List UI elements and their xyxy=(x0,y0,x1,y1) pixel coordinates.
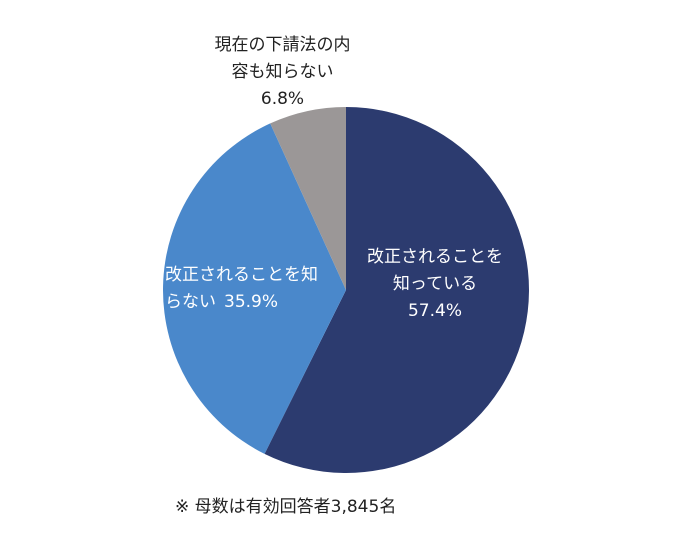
pie-slice xyxy=(162,123,346,454)
footnote: ※ 母数は有効回答者3,845名 xyxy=(175,497,397,517)
slice-label: 改正されることを知っている 57.4% xyxy=(360,244,510,325)
slice-label: 改正されることを知らない 35.9% xyxy=(165,262,330,316)
value-label: 57.4% xyxy=(407,301,462,321)
pie-slice xyxy=(270,107,346,290)
slice-label: 現在の下請法の内容も知らない 6.8% xyxy=(210,32,355,113)
category-label: 改正されることを知っている xyxy=(367,247,503,294)
category-label: 改正されることを知らない xyxy=(165,265,318,312)
pie-slice xyxy=(264,107,529,473)
value-label: 6.8% xyxy=(260,89,305,109)
category-label: 現在の下請法の内容も知らない xyxy=(214,35,351,82)
value-label: 35.9% xyxy=(224,292,279,312)
